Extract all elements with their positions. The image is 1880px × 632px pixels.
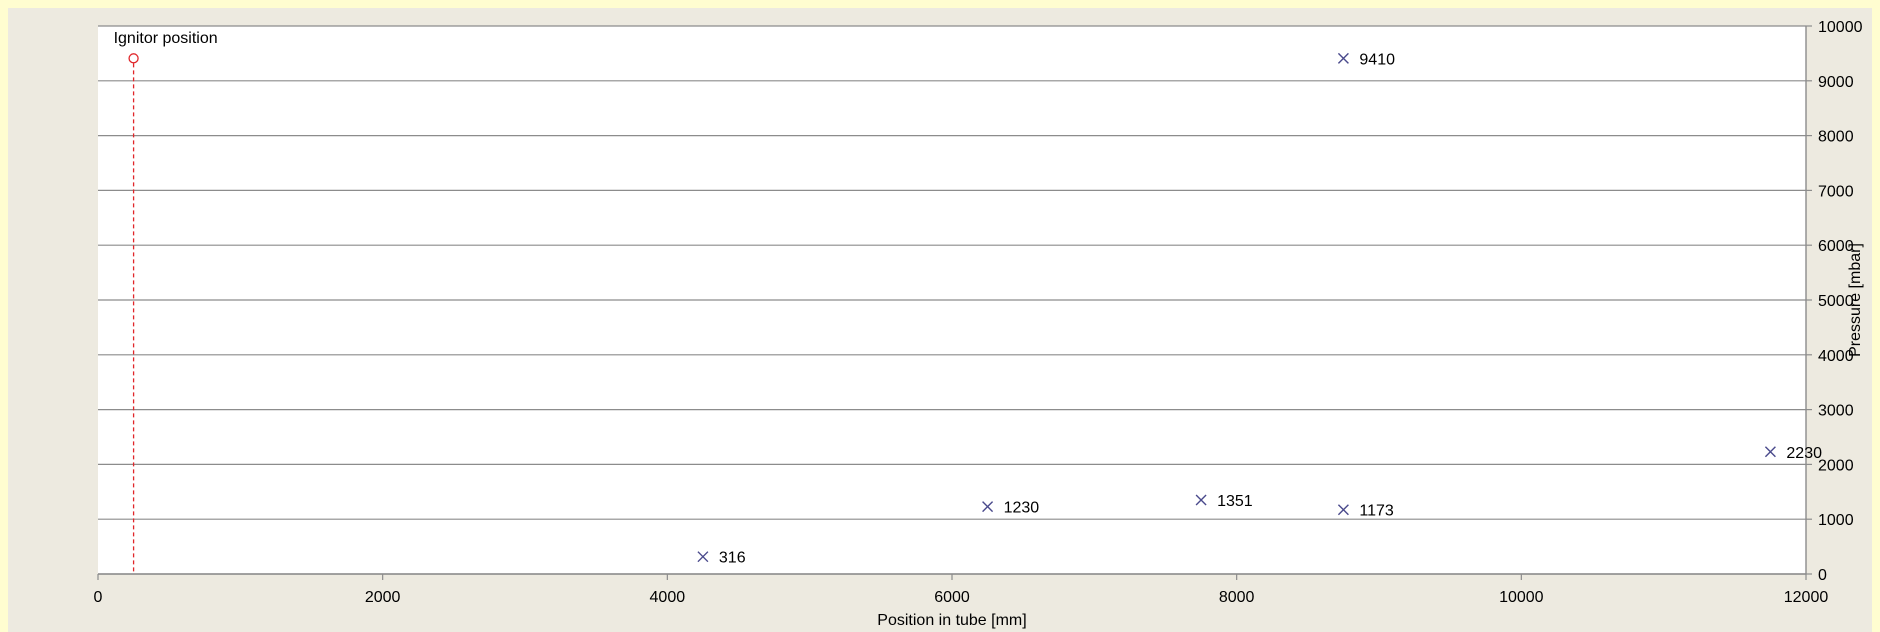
data-label: 9410	[1359, 51, 1395, 68]
data-point: 9410	[1337, 51, 1395, 68]
data-label: 1173	[1359, 503, 1394, 520]
x-tick-label: 2000	[365, 589, 401, 606]
data-point: 316	[697, 550, 746, 567]
data-point: 2230	[1764, 445, 1822, 462]
y-tick-label: 1000	[1818, 512, 1854, 529]
y-tick-label: 4000	[1818, 348, 1854, 365]
ignitor-series	[128, 53, 139, 574]
point-marker	[1764, 446, 1776, 458]
point-marker	[982, 501, 994, 513]
data-label: 316	[719, 550, 746, 567]
pressure-series: 316 1230 1351 1173 9410 2230	[697, 51, 1822, 567]
y-tick-label: 0	[1818, 567, 1827, 584]
data-label: 2230	[1786, 445, 1822, 462]
point-marker	[1337, 504, 1349, 516]
ignitor-marker	[128, 53, 139, 64]
x-tick-label: 4000	[650, 589, 686, 606]
chart-frame: 0 2000 4000 6000 8000 10000 12000 0 1000 2000 3000…	[8, 8, 1872, 632]
point-marker	[1337, 52, 1349, 64]
y-tick-label: 2000	[1818, 457, 1854, 474]
y-tick-label: 6000	[1818, 238, 1854, 255]
x-tick-label: 6000	[934, 589, 970, 606]
point-marker	[1195, 494, 1207, 506]
x-tick-label: 0	[94, 589, 103, 606]
data-label: 1351	[1217, 493, 1253, 510]
y-tick-label: 9000	[1818, 74, 1854, 91]
y-tick-label: 3000	[1818, 403, 1854, 420]
point-marker	[697, 551, 709, 563]
y-tick-label: 8000	[1818, 129, 1854, 146]
gridlines	[98, 25, 1806, 575]
y-tick-label: 10000	[1818, 19, 1863, 36]
axes: 0 2000 4000 6000 8000 10000 12000 0 1000 2000 3000…	[94, 19, 1863, 606]
y-axis-title: Pressure [mbar]	[1847, 243, 1864, 357]
data-point: 1351	[1195, 493, 1253, 510]
scatter-chart: 0 2000 4000 6000 8000 10000 12000 0 1000 2000 3000…	[94, 19, 1864, 629]
x-tick-label: 8000	[1219, 589, 1255, 606]
x-axis-title: Position in tube [mm]	[877, 612, 1026, 629]
x-tick-label: 10000	[1499, 589, 1544, 606]
data-point: 1173	[1337, 503, 1394, 520]
data-point: 1230	[982, 500, 1040, 517]
ignitor-label: Ignitor position	[114, 30, 218, 47]
x-tick-label: 12000	[1784, 589, 1829, 606]
y-tick-label: 5000	[1818, 293, 1854, 310]
data-label: 1230	[1004, 500, 1040, 517]
y-tick-label: 7000	[1818, 183, 1854, 200]
